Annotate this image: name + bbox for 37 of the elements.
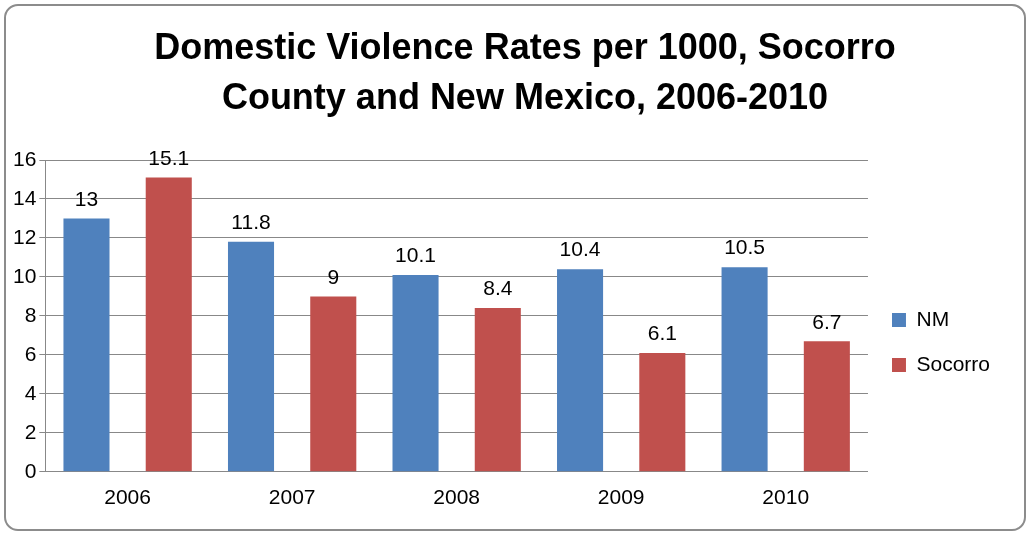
bar xyxy=(639,352,686,472)
data-label: 10.5 xyxy=(724,235,766,259)
y-tick-label: 8 xyxy=(24,302,37,326)
bar xyxy=(721,267,768,472)
x-tick-label: 2008 xyxy=(433,485,481,509)
bar xyxy=(63,218,110,472)
data-label: 10.1 xyxy=(395,243,436,267)
y-tick-label: 6 xyxy=(24,341,37,365)
bar xyxy=(310,296,357,472)
y-tick-label: 16 xyxy=(13,146,37,170)
legend-label: Socorro xyxy=(916,351,990,375)
y-tick-label: 10 xyxy=(13,263,37,287)
bar xyxy=(803,341,850,472)
bar xyxy=(474,308,521,472)
data-label: 15.1 xyxy=(148,145,190,169)
data-label: 6.7 xyxy=(812,309,842,333)
bar xyxy=(557,269,604,472)
data-label: 8.4 xyxy=(483,276,513,300)
x-tick-label: 2009 xyxy=(597,485,645,509)
x-tick-label: 2006 xyxy=(104,485,151,509)
data-label: 13 xyxy=(74,186,99,210)
y-tick-label: 0 xyxy=(24,458,37,482)
bar xyxy=(392,274,439,472)
x-tick-label: 2007 xyxy=(268,485,316,509)
y-tick-label: 2 xyxy=(24,419,37,443)
chart-title: Domestic Violence Rates per 1000, Socorro County and New Mexico, 2006-2010 xyxy=(153,25,897,119)
y-tick-label: 12 xyxy=(13,224,37,248)
data-label: 9 xyxy=(327,264,340,288)
legend-label: NM xyxy=(916,306,950,330)
data-label: 11.8 xyxy=(231,210,271,234)
y-tick-label: 14 xyxy=(13,185,37,209)
bar xyxy=(227,241,275,472)
x-tick-label: 2010 xyxy=(762,485,810,509)
data-label: 10.4 xyxy=(559,237,601,261)
data-label: 6.1 xyxy=(647,321,677,345)
bar xyxy=(145,177,192,472)
y-tick-label: 4 xyxy=(24,380,37,404)
